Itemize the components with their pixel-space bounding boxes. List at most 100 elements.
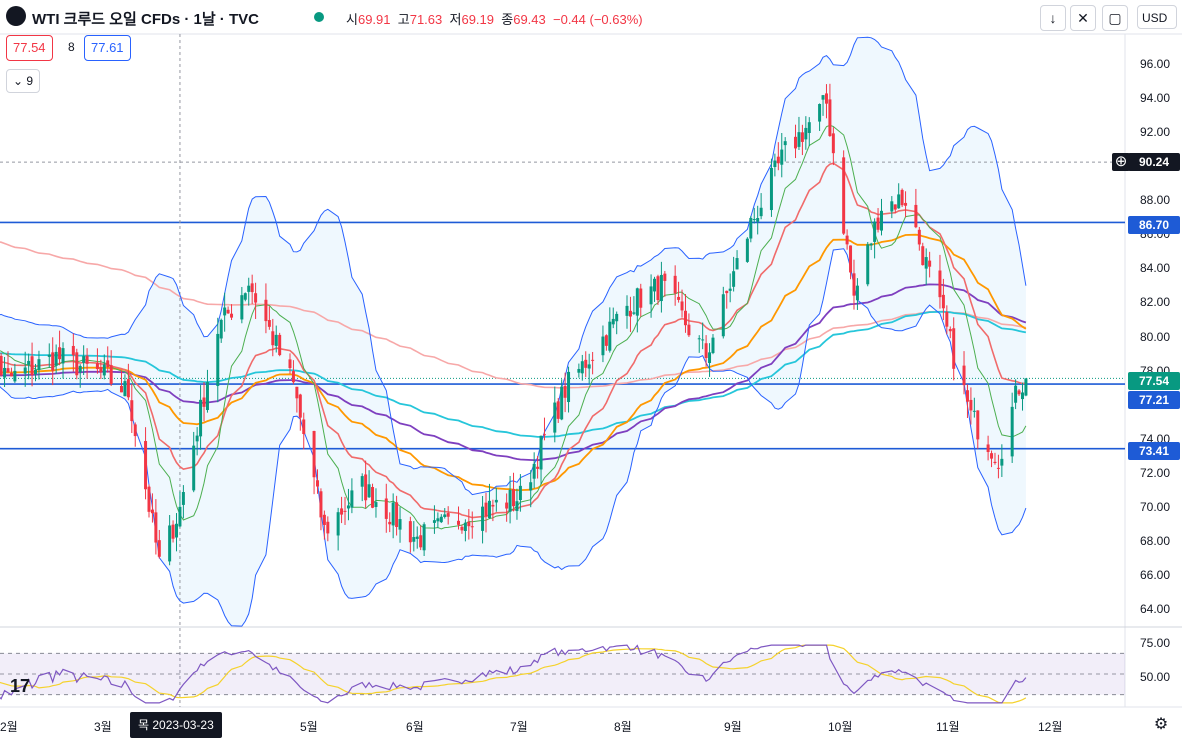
price-tick: 70.00 (1140, 499, 1171, 514)
x-tick-aug: 8월 (614, 720, 632, 734)
candle-body (1010, 406, 1014, 457)
candle-body (539, 435, 543, 470)
tradingview-logo: 17 (10, 676, 31, 696)
candle-body (322, 514, 326, 525)
candle-body (436, 518, 440, 522)
candle-body (350, 490, 354, 508)
candle-body (518, 485, 522, 501)
candle-body (708, 352, 712, 363)
candle-body (144, 441, 148, 490)
candle-body (102, 364, 106, 376)
fullscreen-icon[interactable]: ▢ (1102, 5, 1128, 31)
candle-body (969, 399, 973, 411)
candle-body (928, 260, 932, 267)
candle-body (0, 355, 3, 376)
candle-body (649, 286, 653, 305)
market-status-dot (314, 12, 324, 22)
candle-body (37, 359, 41, 370)
candle-body (470, 526, 474, 528)
candle-body (422, 524, 426, 551)
candle-body (202, 397, 206, 407)
candle-body (800, 132, 804, 142)
candle-body (732, 271, 736, 287)
candle-body (962, 365, 966, 386)
candle-body (580, 361, 584, 374)
candle-body (412, 537, 416, 542)
arrow-down-icon[interactable]: ↓ (1040, 5, 1066, 31)
candle-body (58, 347, 62, 360)
candle-body (271, 331, 275, 346)
candle-body (721, 294, 725, 337)
candle-body (85, 355, 89, 364)
ohlc-readout: 시69.91 고71.63 저69.19 종69.43 −0.44 (−0.63… (346, 12, 643, 27)
candle-body (491, 504, 495, 507)
candle-body (584, 359, 588, 368)
candle-body (346, 505, 350, 509)
candle-body (532, 463, 536, 479)
candle-body (415, 536, 419, 539)
candle-body (336, 512, 340, 536)
candle-body (360, 476, 364, 487)
candle-body (904, 202, 908, 206)
rsi-line (0, 644, 1027, 704)
collapse-icon[interactable]: ✕ (1070, 5, 1096, 31)
bollinger-lower (0, 248, 1027, 627)
candle-body (216, 333, 220, 386)
gear-icon[interactable]: ⚙ (1153, 716, 1169, 733)
symbol-title[interactable]: WTI 크루드 오일 CFDs · 1날 · TVC (32, 11, 259, 28)
candle-body (659, 274, 663, 302)
candle-body (515, 501, 519, 512)
ema100-line (0, 283, 1027, 462)
level-tag-86: 86.70 (1128, 216, 1180, 234)
candle-body (563, 385, 567, 398)
candle-body (343, 510, 347, 512)
candle-body (677, 296, 681, 300)
candle-body (869, 243, 873, 246)
candle-body (797, 132, 801, 147)
add-plus-icon[interactable]: ⊕ (1112, 153, 1130, 171)
x-tick-nov: 11월 (936, 720, 960, 734)
candle-body (384, 498, 388, 519)
candle-body (972, 410, 976, 412)
candle-body (319, 491, 323, 518)
x-tick-may: 5월 (300, 720, 318, 734)
candle-body (749, 217, 753, 239)
candle-body (71, 345, 75, 356)
sell-price-button[interactable]: 77.54 (6, 35, 53, 61)
currency-selector[interactable]: USD (1137, 5, 1177, 29)
symbol-logo (6, 6, 26, 26)
candle-body (391, 502, 395, 526)
candle-body (608, 321, 612, 351)
candle-body (876, 217, 880, 230)
candle-body (99, 367, 103, 373)
indicators-toggle[interactable]: ⌄ 9 (6, 69, 41, 93)
candle-body (130, 400, 134, 422)
level-tag-77: 77.21 (1128, 391, 1180, 409)
candle-body (34, 369, 38, 375)
price-tick: 64.00 (1140, 602, 1171, 616)
candle-body (1017, 390, 1021, 395)
candle-body (628, 310, 632, 317)
candle-body (611, 318, 615, 325)
candle-body (945, 311, 949, 327)
candle-body (542, 434, 546, 436)
x-tick-jun: 6월 (406, 720, 424, 734)
buy-price-button[interactable]: 77.61 (84, 35, 131, 61)
candle-body (9, 373, 13, 377)
candle-body (849, 245, 853, 273)
candle-body (831, 133, 835, 154)
candle-body (866, 244, 870, 285)
candle-body (254, 293, 258, 303)
x-tick-jul: 7월 (510, 720, 528, 734)
candle-body (625, 305, 629, 316)
candle-body (807, 122, 811, 133)
candle-body (873, 221, 877, 242)
candle-body (302, 419, 306, 435)
candle-body (725, 290, 729, 294)
candle-body (288, 359, 292, 369)
candle-body (505, 502, 509, 509)
candle-body (924, 257, 928, 269)
crosshair-date-label: 목 2023-03-23 (130, 712, 222, 738)
candle-body (395, 502, 399, 528)
